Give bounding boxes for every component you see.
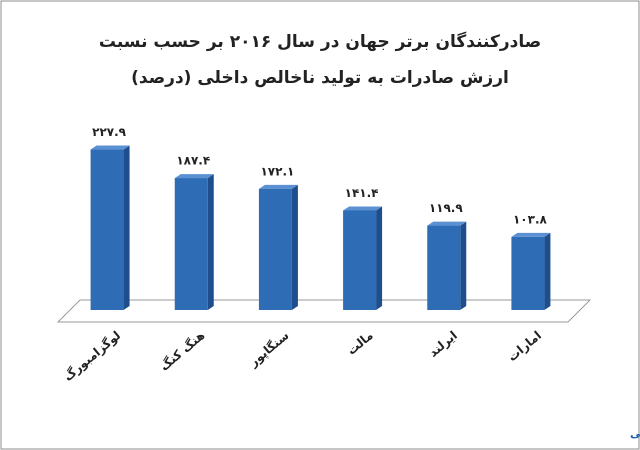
bar-side <box>123 145 130 310</box>
bar <box>258 188 292 310</box>
value-label: ۱۱۹.۹ <box>429 201 464 215</box>
bar <box>511 236 545 310</box>
bar <box>174 178 208 310</box>
value-label: ۱۷۲.۱ <box>260 164 294 178</box>
bar-side <box>291 184 298 310</box>
value-label: ۲۲۷.۹ <box>92 125 127 139</box>
bar-top <box>511 232 551 237</box>
value-label: ۱۸۷.۴ <box>176 154 210 168</box>
bar-side <box>376 206 383 310</box>
bar <box>427 225 461 310</box>
bar-side <box>544 232 551 310</box>
source: منبع: بانک جهانی <box>630 427 640 440</box>
bar-top <box>258 184 298 189</box>
bar-side <box>460 221 467 310</box>
value-label: ۱۰۳.۸ <box>513 212 548 226</box>
floor <box>56 299 592 323</box>
chart-title: صادرکنندگان برتر جهان در سال ۲۰۱۶ بر حسب… <box>99 31 541 52</box>
chart-title: ارزش صادرات به تولید ناخالص داخلی (درصد) <box>131 68 509 88</box>
bar-side <box>207 174 214 310</box>
value-label: ۱۴۱.۴ <box>345 186 379 200</box>
bar <box>90 149 124 310</box>
bar-top <box>427 221 467 226</box>
bar-top <box>343 206 383 211</box>
bar <box>343 210 377 310</box>
bar-top <box>90 145 130 150</box>
bar-top <box>174 174 214 179</box>
